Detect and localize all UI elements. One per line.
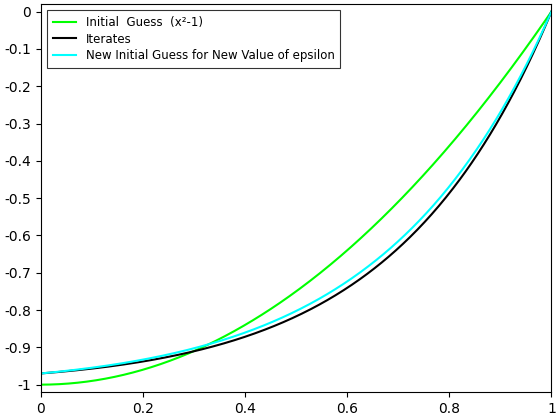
Line: New Initial Guess for New Value of epsilon: New Initial Guess for New Value of epsil… <box>41 12 552 373</box>
Iterates <box>38 371 44 376</box>
New Initial Guess for New Value of epsilon <box>280 315 287 320</box>
Initial  Guess  (x²-1) <box>280 298 287 303</box>
Iterates <box>456 178 463 183</box>
Line: Initial  Guess  (x²-1): Initial Guess (x²-1) <box>41 12 552 385</box>
Initial  Guess  (x²-1) <box>283 296 290 301</box>
Iterates <box>283 318 290 323</box>
New Initial Guess for New Value of epsilon <box>38 371 44 376</box>
Initial  Guess  (x²-1) <box>342 250 348 255</box>
New Initial Guess for New Value of epsilon <box>456 171 463 176</box>
New Initial Guess for New Value of epsilon <box>314 297 320 302</box>
Iterates <box>280 320 287 325</box>
Legend: Initial  Guess  (x²-1), Iterates, New Initial Guess for New Value of epsilon: Initial Guess (x²-1), Iterates, New Init… <box>46 10 340 68</box>
Iterates <box>536 38 543 43</box>
Initial  Guess  (x²-1) <box>456 131 463 136</box>
Initial  Guess  (x²-1) <box>314 273 320 278</box>
New Initial Guess for New Value of epsilon <box>548 9 555 14</box>
New Initial Guess for New Value of epsilon <box>283 313 290 318</box>
Initial  Guess  (x²-1) <box>38 382 44 387</box>
Initial  Guess  (x²-1) <box>536 27 543 32</box>
Iterates <box>314 303 320 308</box>
Iterates <box>548 9 555 14</box>
New Initial Guess for New Value of epsilon <box>342 281 348 286</box>
Iterates <box>342 287 348 292</box>
Line: Iterates: Iterates <box>41 12 552 373</box>
New Initial Guess for New Value of epsilon <box>536 36 543 41</box>
Initial  Guess  (x²-1) <box>548 9 555 14</box>
